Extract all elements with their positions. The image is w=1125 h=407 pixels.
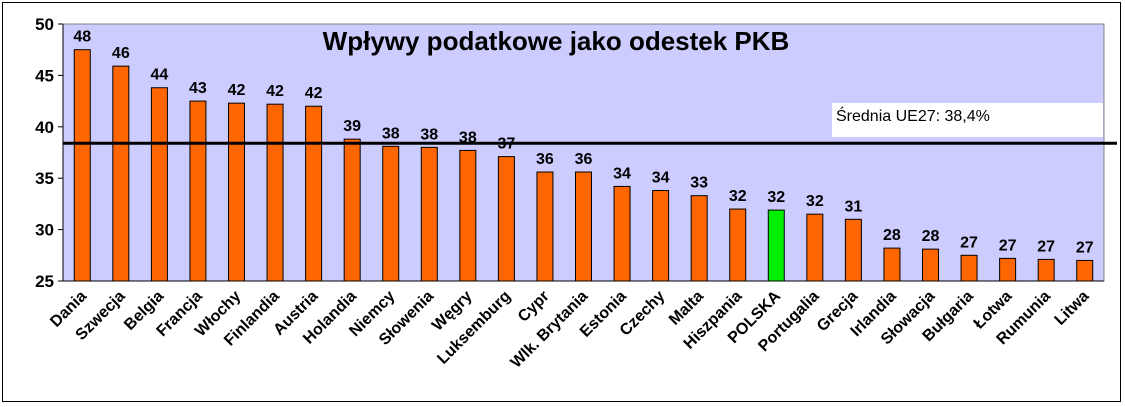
bar: [382, 145, 400, 282]
bar: [73, 49, 91, 282]
bar: [652, 190, 670, 282]
bar: [883, 247, 901, 282]
y-tick-label: 40: [35, 118, 54, 137]
bar: [729, 208, 747, 282]
bar: [459, 149, 477, 282]
bar-value-label: 27: [1076, 239, 1094, 256]
bar-value-label: 28: [922, 228, 940, 245]
bar-value-label: 27: [960, 234, 978, 251]
bar: [343, 138, 361, 282]
bar-value-label: 46: [112, 45, 130, 62]
bar-value-label: 36: [536, 151, 554, 168]
bar-value-label: 31: [844, 198, 862, 215]
bar-value-label: 33: [690, 175, 708, 192]
y-tick-label: 45: [35, 66, 54, 85]
bar-value-label: 39: [343, 118, 361, 135]
y-tick-label: 50: [35, 15, 54, 34]
bar: [575, 171, 592, 282]
y-tick-label: 30: [35, 221, 54, 240]
y-tick-label: 25: [35, 272, 54, 291]
bars: [73, 49, 1094, 282]
bar: [844, 218, 862, 282]
bar: [536, 171, 554, 282]
bar-value-label: 28: [883, 227, 901, 244]
bar: [1037, 258, 1055, 282]
bar-value-label: 42: [305, 85, 323, 102]
bar: [806, 213, 824, 282]
bar: [112, 65, 130, 282]
bar: [767, 209, 785, 282]
bar-value-label: 27: [1037, 238, 1055, 255]
chart-title: Wpływy podatkowe jako odestek PKB: [323, 26, 790, 56]
bar: [690, 195, 708, 282]
bar-value-label: 36: [575, 151, 593, 168]
bar: [497, 156, 515, 282]
x-category-label: Litwa: [1052, 288, 1093, 329]
bar: [999, 257, 1017, 282]
bar-value-label: 27: [999, 237, 1017, 254]
x-axis-labels: DaniaSzwecjaBelgiaFrancjaWłochyFinlandia…: [47, 287, 1092, 371]
bar: [960, 254, 978, 282]
bar: [228, 102, 245, 282]
bar: [420, 146, 438, 282]
bar-value-label: 44: [150, 67, 168, 84]
bar-value-label: 34: [652, 170, 670, 187]
bar-value-label: 42: [228, 82, 246, 99]
bar: [150, 87, 168, 282]
bar: [189, 100, 207, 282]
bar: [266, 103, 284, 282]
bar-value-label: 32: [729, 188, 747, 205]
average-annotation-box: [832, 103, 1103, 137]
bar-value-label: 43: [189, 80, 207, 97]
bar-value-label: 32: [806, 193, 824, 210]
bar: [1076, 259, 1094, 282]
data-labels: 4846444342424239383838373636343433323232…: [73, 29, 1093, 257]
bar: [922, 248, 939, 282]
bar-value-label: 38: [420, 126, 438, 143]
bar-value-label: 48: [73, 29, 91, 46]
bar-value-label: 42: [266, 83, 284, 100]
bar-value-label: 32: [767, 189, 785, 206]
bar: [613, 185, 631, 282]
y-tick-label: 35: [35, 169, 54, 188]
bar: [305, 105, 323, 282]
bar-value-label: 38: [382, 125, 400, 142]
bar-value-label: 34: [613, 165, 631, 182]
average-annotation-label: Średnia UE27: 38,4%: [836, 106, 990, 125]
